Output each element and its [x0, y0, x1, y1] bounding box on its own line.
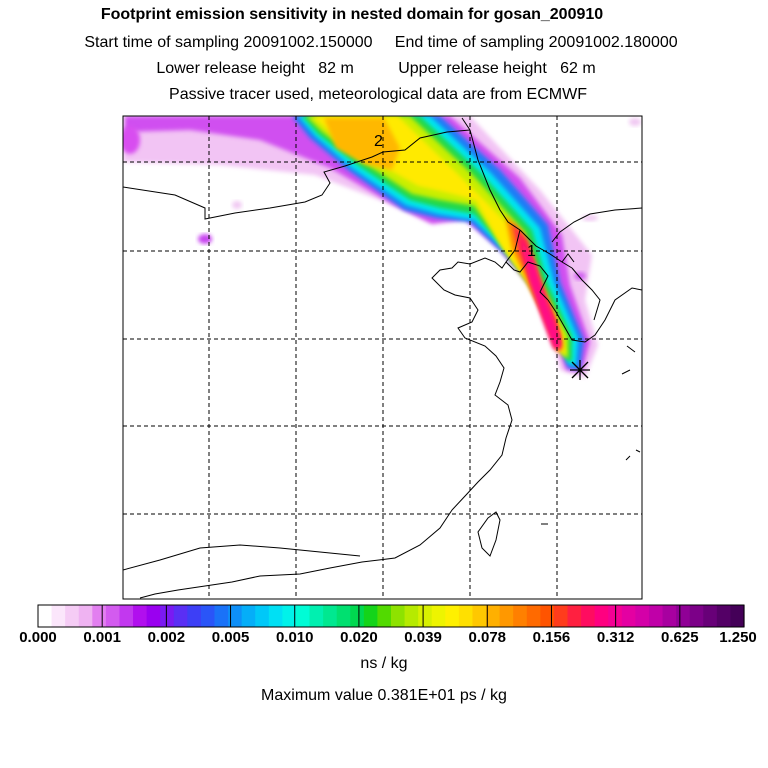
plume-marker-2: 2 [374, 133, 383, 150]
colorbar-swatch [391, 605, 406, 627]
colorbar-tick-label: 0.005 [211, 629, 250, 646]
colorbar-swatch [173, 605, 188, 627]
colorbar-swatch [105, 605, 121, 627]
colorbar-swatch [499, 605, 514, 627]
colorbar-swatch [255, 605, 270, 627]
colorbar-swatch [214, 605, 229, 627]
colorbar-tick-label: 0.002 [147, 629, 186, 646]
colorbar-swatch [119, 605, 134, 627]
colorbar-tick-label: 0.001 [83, 629, 121, 646]
colorbar-tick-label: 0.156 [532, 629, 571, 646]
colorbar-swatch [418, 605, 433, 627]
colorbar-swatch [146, 605, 161, 627]
tracer-info: Passive tracer used, meteorological data… [169, 86, 587, 103]
colorbar-swatch [458, 605, 474, 627]
colorbar-swatch [567, 605, 582, 627]
colorbar-swatch [38, 605, 53, 627]
colorbar-swatch [526, 605, 541, 627]
colorbar-swatch [160, 605, 175, 627]
colorbar-swatch [431, 605, 446, 627]
coastlines [123, 117, 642, 599]
colorbar-swatch [282, 605, 297, 627]
colorbar-tick-label: 0.000 [19, 629, 57, 646]
colorbar-swatch [553, 605, 569, 627]
colorbar-swatch [92, 605, 107, 627]
colorbar-swatch [133, 605, 148, 627]
colorbar-swatch [228, 605, 243, 627]
release-heights: Lower release height 82 m Upper release … [156, 60, 596, 77]
plume-marker-1: 1 [527, 243, 536, 260]
colorbar-units: ns / kg [360, 655, 408, 672]
colorbar-swatch [78, 605, 93, 627]
colorbar-swatch [336, 605, 351, 627]
maximum-value: Maximum value 0.381E+01 ps / kg [261, 687, 507, 704]
colorbar-swatch [730, 605, 745, 627]
colorbar-swatch [513, 605, 528, 627]
colorbar-swatch [716, 605, 732, 627]
colorbar-swatch [635, 605, 650, 627]
colorbar-swatch [309, 605, 324, 627]
colorbar-tick-label: 0.020 [340, 629, 378, 646]
colorbar-swatch [363, 605, 379, 627]
colorbar-tick-label: 0.078 [468, 629, 507, 646]
colorbar-tick-label: 0.039 [404, 629, 442, 646]
colorbar-swatch [676, 605, 691, 627]
colorbar-tick-label: 0.010 [275, 629, 314, 646]
colorbar-swatch [581, 605, 596, 627]
colorbar-swatch [594, 605, 609, 627]
colorbar-swatch [200, 605, 216, 627]
plot-title: Footprint emission sensitivity in nested… [100, 6, 604, 23]
lat-lon-grid [123, 116, 642, 599]
colorbar-swatch [241, 605, 256, 627]
colorbar-swatch [323, 605, 338, 627]
colorbar-swatch [486, 605, 501, 627]
colorbar-swatch [51, 605, 66, 627]
sampling-times: Start time of sampling 20091002.150000 E… [84, 34, 678, 51]
colorbar-swatch [350, 605, 365, 627]
colorbar-swatch [540, 605, 555, 627]
colorbar-swatch [689, 605, 704, 627]
colorbar-swatch [703, 605, 718, 627]
colorbar-swatch [445, 605, 460, 627]
colorbar-tick-label: 1.250 [719, 629, 757, 646]
receptor-star-icon [570, 360, 590, 380]
colorbar-swatch [662, 605, 677, 627]
footprint-plume [123, 116, 641, 378]
colorbar-tick-label: 0.312 [596, 629, 635, 646]
colorbar-tick-label: 0.625 [661, 629, 699, 646]
colorbar-swatch [472, 605, 487, 627]
colorbar [37, 605, 745, 627]
colorbar-swatch [187, 605, 202, 627]
colorbar-swatch [268, 605, 283, 627]
colorbar-swatch [621, 605, 636, 627]
colorbar-swatch [295, 605, 311, 627]
colorbar-swatch [648, 605, 664, 627]
colorbar-swatch [377, 605, 392, 627]
map-frame [122, 115, 643, 600]
colorbar-swatch [404, 605, 419, 627]
colorbar-swatch [65, 605, 80, 627]
colorbar-frame [37, 604, 745, 628]
